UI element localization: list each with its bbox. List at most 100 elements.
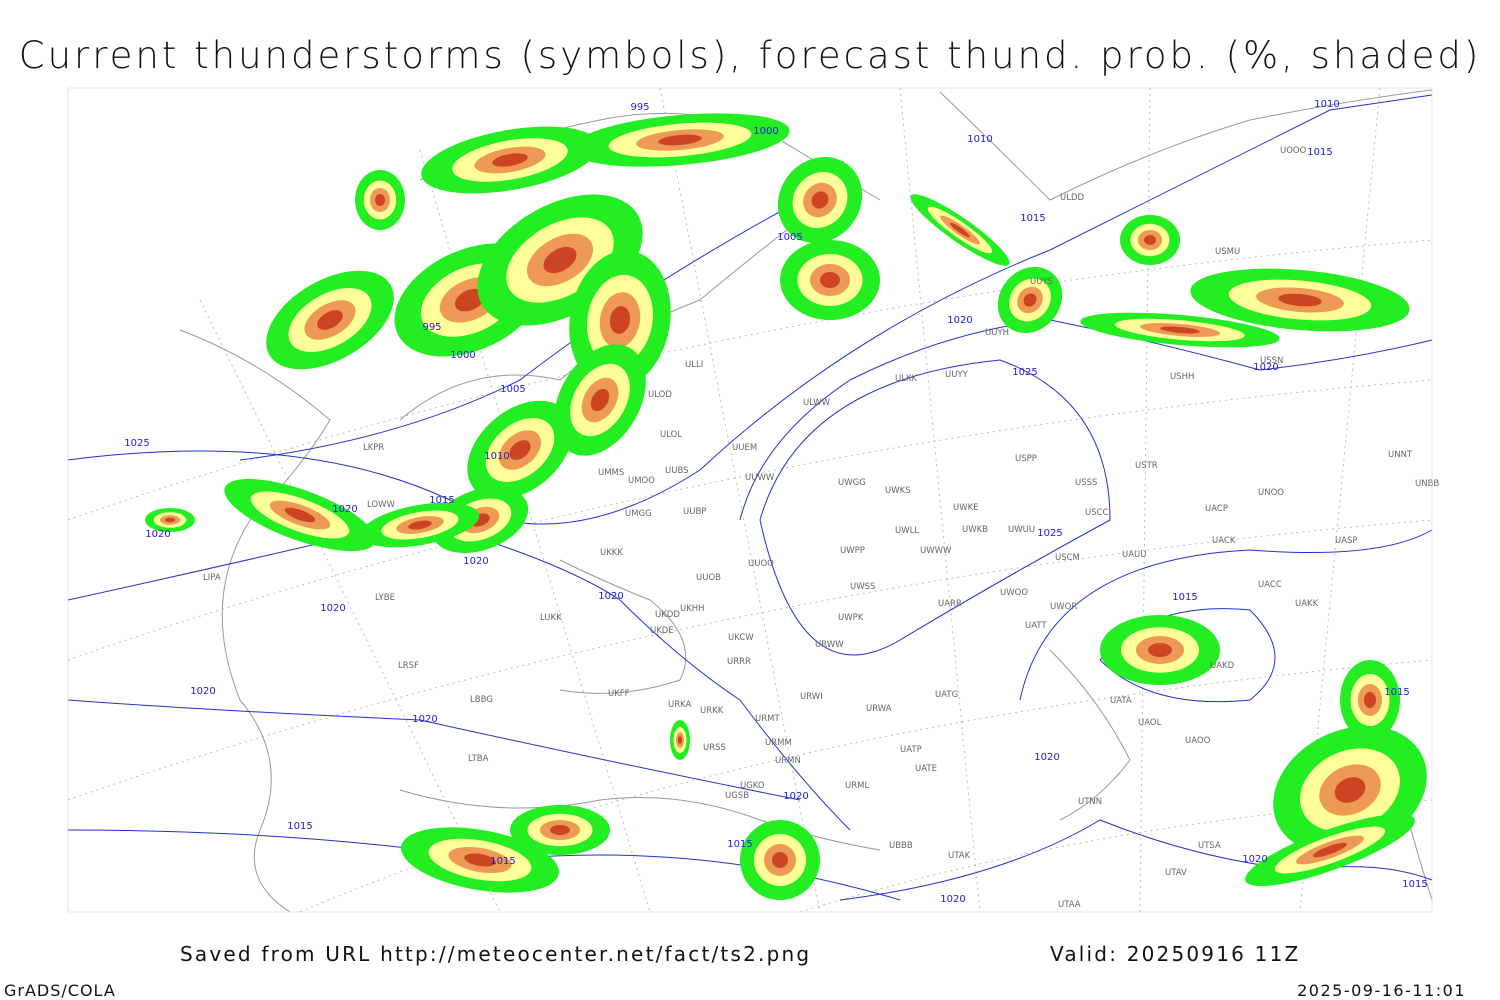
station-label: UAUU <box>1122 550 1146 560</box>
isobar-label: 1025 <box>1037 528 1062 539</box>
station-label: UAKK <box>1295 599 1319 609</box>
storm-area <box>670 720 690 760</box>
storm-shade <box>408 520 432 530</box>
station-label: ULLI <box>685 360 703 370</box>
station-label: USPP <box>1015 454 1037 464</box>
station-label: UWPK <box>838 613 864 623</box>
storm-area <box>1120 215 1180 265</box>
storm-shade <box>454 288 486 312</box>
isobar-label: 1015 <box>1307 147 1332 158</box>
station-label: UGSB <box>725 791 749 801</box>
storm-area <box>910 194 1010 266</box>
station-label: USSN <box>1260 356 1283 366</box>
station-label: URWW <box>815 640 844 650</box>
isobar-label: 1020 <box>1242 854 1267 865</box>
storm-area <box>570 113 790 167</box>
station-label: URKK <box>700 706 724 716</box>
station-label: ULDD <box>1060 193 1085 203</box>
isobar-label: 1000 <box>753 126 778 137</box>
source-url: Saved from URL http://meteocenter.net/fa… <box>180 942 811 966</box>
station-label: UARR <box>938 599 962 609</box>
storm-area <box>1245 813 1415 887</box>
station-label: URWI <box>800 692 823 702</box>
station-label: UAOO <box>1185 736 1211 746</box>
storm-shade <box>317 310 343 330</box>
map-title: Current thunderstorms (symbols), forecas… <box>19 34 1482 77</box>
isobar-label: 1015 <box>727 839 752 850</box>
isobar-label: 1020 <box>412 714 437 725</box>
map-frame <box>67 87 1433 913</box>
station-label: UKKK <box>600 548 623 558</box>
isobar-label: 1015 <box>490 856 515 867</box>
isobar-label: 1020 <box>332 504 357 515</box>
station-label: USSS <box>1075 478 1097 488</box>
storm-shade <box>811 191 829 209</box>
isobar-label: 1015 <box>1020 213 1045 224</box>
station-label: UAKD <box>1210 661 1235 671</box>
storm-shade <box>375 194 385 206</box>
station-label: URKA <box>668 700 692 710</box>
storm-area <box>467 400 573 500</box>
station-label: UATA <box>1110 696 1132 706</box>
isobar-label: 1020 <box>1034 752 1059 763</box>
station-label: UACP <box>1205 504 1228 514</box>
station-label: UKHH <box>680 604 705 614</box>
isobar-label: 1015 <box>287 821 312 832</box>
station-label: UACC <box>1258 580 1282 590</box>
isobar-label: 1015 <box>1172 592 1197 603</box>
station-label: UAOL <box>1138 718 1162 728</box>
station-label: LKPR <box>363 443 384 453</box>
storm-shade <box>590 388 610 412</box>
station-label: ULOD <box>648 390 672 400</box>
station-label: UWWW <box>920 546 952 556</box>
isobar-label: 1005 <box>500 384 525 395</box>
station-label: UMMS <box>598 468 624 478</box>
station-label: UASP <box>1335 536 1358 546</box>
station-label: UNNT <box>1388 450 1413 460</box>
storm-shade <box>1278 293 1322 307</box>
station-label: UKCW <box>728 633 754 643</box>
station-label: UATP <box>900 745 922 755</box>
station-label: UNOO <box>1258 488 1284 498</box>
storm-shade <box>1334 777 1366 803</box>
storm-area <box>360 502 480 548</box>
isobar-label: 1020 <box>940 894 965 905</box>
station-label: UWKB <box>962 525 988 535</box>
isobar-label: 1010 <box>967 134 992 145</box>
storm-shade <box>492 153 528 167</box>
isobar-label: 1020 <box>947 315 972 326</box>
isobar-label: 1015 <box>1384 687 1409 698</box>
storm-area <box>421 126 599 194</box>
map-area: 995 1000 1010 1010 1015 1015 1005 995 1000 1005 10… <box>67 87 1439 913</box>
storm-area <box>224 478 376 552</box>
storm-shade <box>678 736 682 744</box>
isobar-label: 1020 <box>463 556 488 567</box>
station-label: UUYY <box>945 370 969 380</box>
station-label: UTSA <box>1198 841 1221 851</box>
storm-shade <box>1160 326 1200 334</box>
storm-area <box>780 240 880 320</box>
station-label: UTNN <box>1078 797 1102 807</box>
timestamp: 2025-09-16-11:01 <box>1297 981 1466 1000</box>
isobar-label: 995 <box>630 102 649 113</box>
station-label: LRSF <box>398 661 419 671</box>
station-label: URMT <box>755 714 780 724</box>
station-label: UWSS <box>850 582 875 592</box>
storm-area <box>266 270 394 370</box>
station-label: LTBA <box>468 754 489 764</box>
storm-area <box>740 820 820 900</box>
station-label: UTAA <box>1058 900 1081 910</box>
station-label: UATG <box>935 690 958 700</box>
storm-shade <box>550 825 570 835</box>
station-label: ULOL <box>660 430 682 440</box>
station-label: ULWW <box>803 398 831 408</box>
station-label: USTR <box>1135 461 1158 471</box>
storm-area <box>355 170 405 230</box>
storm-shade <box>1313 842 1347 858</box>
station-label: LBBG <box>470 695 493 705</box>
isobar-label: 1015 <box>429 495 454 506</box>
station-label: UUBP <box>683 507 706 517</box>
station-label: UMGG <box>625 509 652 519</box>
isobar-label: 1020 <box>320 603 345 614</box>
